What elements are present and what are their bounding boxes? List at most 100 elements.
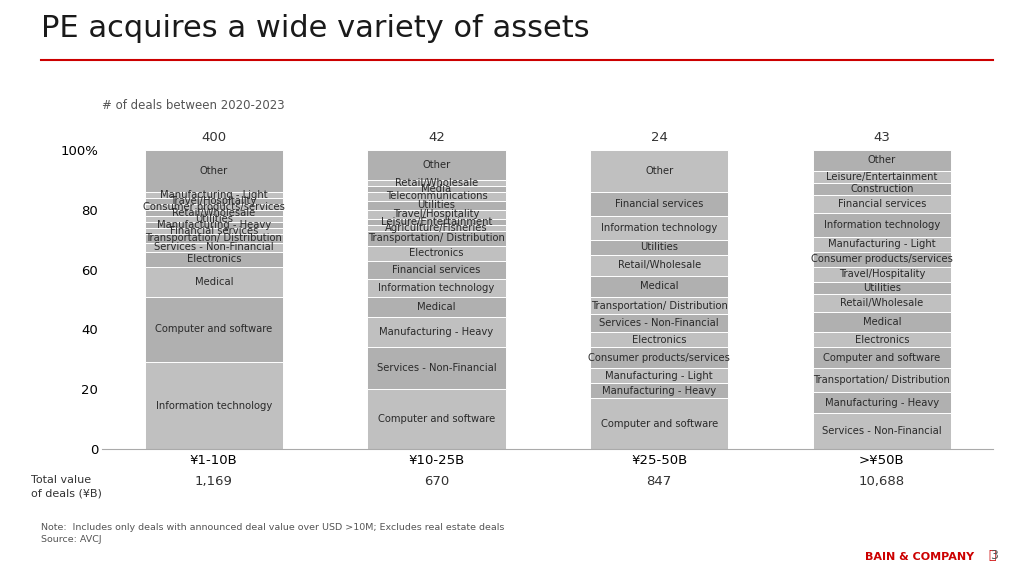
Bar [368,192,506,200]
Bar [590,347,728,369]
Text: Utilities: Utilities [418,200,456,210]
Text: Services - Non-Financial: Services - Non-Financial [822,426,942,436]
Bar [368,150,506,180]
Bar [368,245,506,260]
Bar [368,317,506,347]
Bar [813,150,951,170]
Text: Consumer products/services: Consumer products/services [142,202,285,211]
Text: Manufacturing - Light: Manufacturing - Light [828,239,936,249]
Text: 43: 43 [873,131,890,144]
Text: Services - Non-Financial: Services - Non-Financial [599,319,719,328]
Text: BAIN & COMPANY: BAIN & COMPANY [865,552,975,562]
Text: Electronics: Electronics [186,254,241,264]
Bar [144,150,283,192]
Bar [590,369,728,384]
Bar [368,225,506,230]
Bar [590,314,728,332]
Text: Manufacturing - Heavy: Manufacturing - Heavy [157,219,270,230]
Bar [813,332,951,347]
Text: Other: Other [867,156,896,165]
Text: Total value
of deals (¥B): Total value of deals (¥B) [31,475,101,498]
Text: Other: Other [645,166,674,176]
Text: Leisure/Entertainment: Leisure/Entertainment [381,217,493,226]
Text: Manufacturing - Heavy: Manufacturing - Heavy [825,398,939,408]
Text: Electronics: Electronics [855,335,909,345]
Bar [813,213,951,237]
Text: Transportation/ Distribution: Transportation/ Distribution [813,376,950,385]
Bar [144,267,283,297]
Text: Agriculture/Fisheries: Agriculture/Fisheries [385,223,487,233]
Bar [368,347,506,389]
Text: Transportation/ Distribution: Transportation/ Distribution [591,301,728,310]
Bar [144,204,283,210]
Text: Manufacturing - Light: Manufacturing - Light [605,371,713,381]
Text: Financial services: Financial services [838,199,926,209]
Bar [590,192,728,215]
Bar [590,297,728,314]
Bar [813,252,951,267]
Bar [144,215,283,222]
Bar [813,170,951,183]
Bar [144,252,283,267]
Bar [590,255,728,275]
Text: Financial services: Financial services [392,264,480,275]
Bar [590,240,728,255]
Text: Ⓘ: Ⓘ [988,548,995,562]
Text: Medical: Medical [862,317,901,327]
Bar [144,198,283,204]
Text: Consumer products/services: Consumer products/services [811,254,953,264]
Bar [144,242,283,252]
Bar [813,414,951,449]
Text: Retail/Wholesale: Retail/Wholesale [841,298,924,308]
Text: 42: 42 [428,131,444,144]
Bar [368,185,506,192]
Bar [144,234,283,242]
Bar [813,369,951,392]
Text: Travel/Hospitality: Travel/Hospitality [393,209,479,219]
Text: Retail/Wholesale: Retail/Wholesale [617,260,700,270]
Text: Financial services: Financial services [170,226,258,236]
Text: 670: 670 [424,475,450,488]
Bar [813,183,951,195]
Text: Computer and software: Computer and software [823,353,941,363]
Bar [590,150,728,192]
Bar [368,279,506,297]
Text: Computer and software: Computer and software [378,414,496,425]
Text: Information technology: Information technology [823,219,940,230]
Bar [813,392,951,414]
Bar [144,297,283,362]
Text: Manufacturing - Heavy: Manufacturing - Heavy [602,386,716,396]
Text: Medical: Medical [640,281,679,291]
Text: Computer and software: Computer and software [600,419,718,429]
Text: Electronics: Electronics [410,248,464,258]
Text: # of deals between 2020-2023: # of deals between 2020-2023 [102,99,285,112]
Bar [590,275,728,297]
Text: Information technology: Information technology [378,283,495,293]
Text: Services - Non-Financial: Services - Non-Financial [154,242,273,252]
Bar [368,297,506,317]
Text: PE acquires a wide variety of assets: PE acquires a wide variety of assets [41,14,590,43]
Bar [368,219,506,225]
Text: Retail/Wholesale: Retail/Wholesale [395,178,478,188]
Text: Utilities: Utilities [863,283,901,293]
Text: Manufacturing - Heavy: Manufacturing - Heavy [380,328,494,338]
Text: Other: Other [200,166,228,176]
Text: Media: Media [422,184,452,194]
Text: Computer and software: Computer and software [155,324,272,335]
Text: Utilities: Utilities [195,214,232,223]
Bar [368,389,506,449]
Text: 400: 400 [201,131,226,144]
Text: 847: 847 [646,475,672,488]
Bar [590,215,728,240]
Bar [813,267,951,282]
Text: Transportation/ Distribution: Transportation/ Distribution [368,233,505,243]
Text: Services - Non-Financial: Services - Non-Financial [377,363,497,373]
Text: Retail/Wholesale: Retail/Wholesale [172,208,255,218]
Bar [813,195,951,213]
Text: Information technology: Information technology [156,401,272,411]
Text: Transportation/ Distribution: Transportation/ Distribution [145,233,283,243]
Bar [368,230,506,245]
Bar [144,222,283,228]
Text: Financial services: Financial services [615,199,703,209]
Bar [144,228,283,234]
